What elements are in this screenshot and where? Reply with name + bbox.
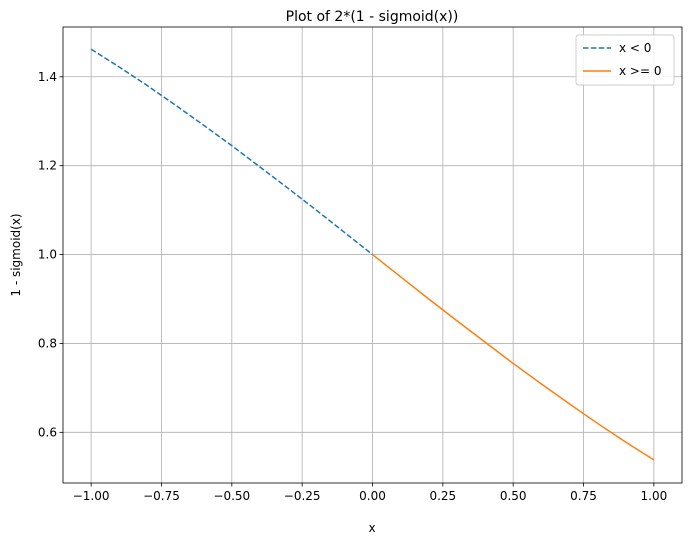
series-layer bbox=[90, 48, 655, 461]
y-tick-label: 1.2 bbox=[38, 159, 57, 173]
chart-title: Plot of 2*(1 - sigmoid(x)) bbox=[286, 9, 459, 25]
x-tick-label: 0.50 bbox=[500, 489, 527, 503]
x-tick-label: −0.75 bbox=[143, 489, 180, 503]
y-tick-label: 0.6 bbox=[38, 425, 57, 439]
legend-label-x-lt-0: x < 0 bbox=[619, 41, 651, 55]
y-axis: 0.6 0.8 1.0 1.2 1.4 bbox=[38, 70, 63, 439]
x-tick-label: 0.00 bbox=[359, 489, 386, 503]
x-axis: −1.00 −0.75 −0.50 −0.25 0.00 0.25 0.50 0.75 1.00 bbox=[73, 483, 667, 503]
x-axis-label: x bbox=[368, 521, 375, 535]
y-tick-label: 1.4 bbox=[38, 70, 57, 84]
legend: x < 0 x >= 0 bbox=[575, 34, 675, 86]
x-tick-label: −1.00 bbox=[73, 489, 110, 503]
y-tick-label: 1.0 bbox=[38, 248, 57, 262]
x-tick-label: −0.50 bbox=[213, 489, 250, 503]
y-axis-label: 1 - sigmoid(x) bbox=[9, 213, 23, 296]
legend-label-x-ge-0: x >= 0 bbox=[619, 64, 661, 78]
x-tick-label: 1.00 bbox=[641, 489, 668, 503]
x-tick-label: 0.75 bbox=[570, 489, 597, 503]
y-tick-label: 0.8 bbox=[38, 336, 57, 350]
series-line-1 bbox=[372, 253, 655, 461]
x-tick-label: 0.25 bbox=[429, 489, 456, 503]
x-tick-label: −0.25 bbox=[284, 489, 321, 503]
series-line-0 bbox=[90, 48, 373, 256]
